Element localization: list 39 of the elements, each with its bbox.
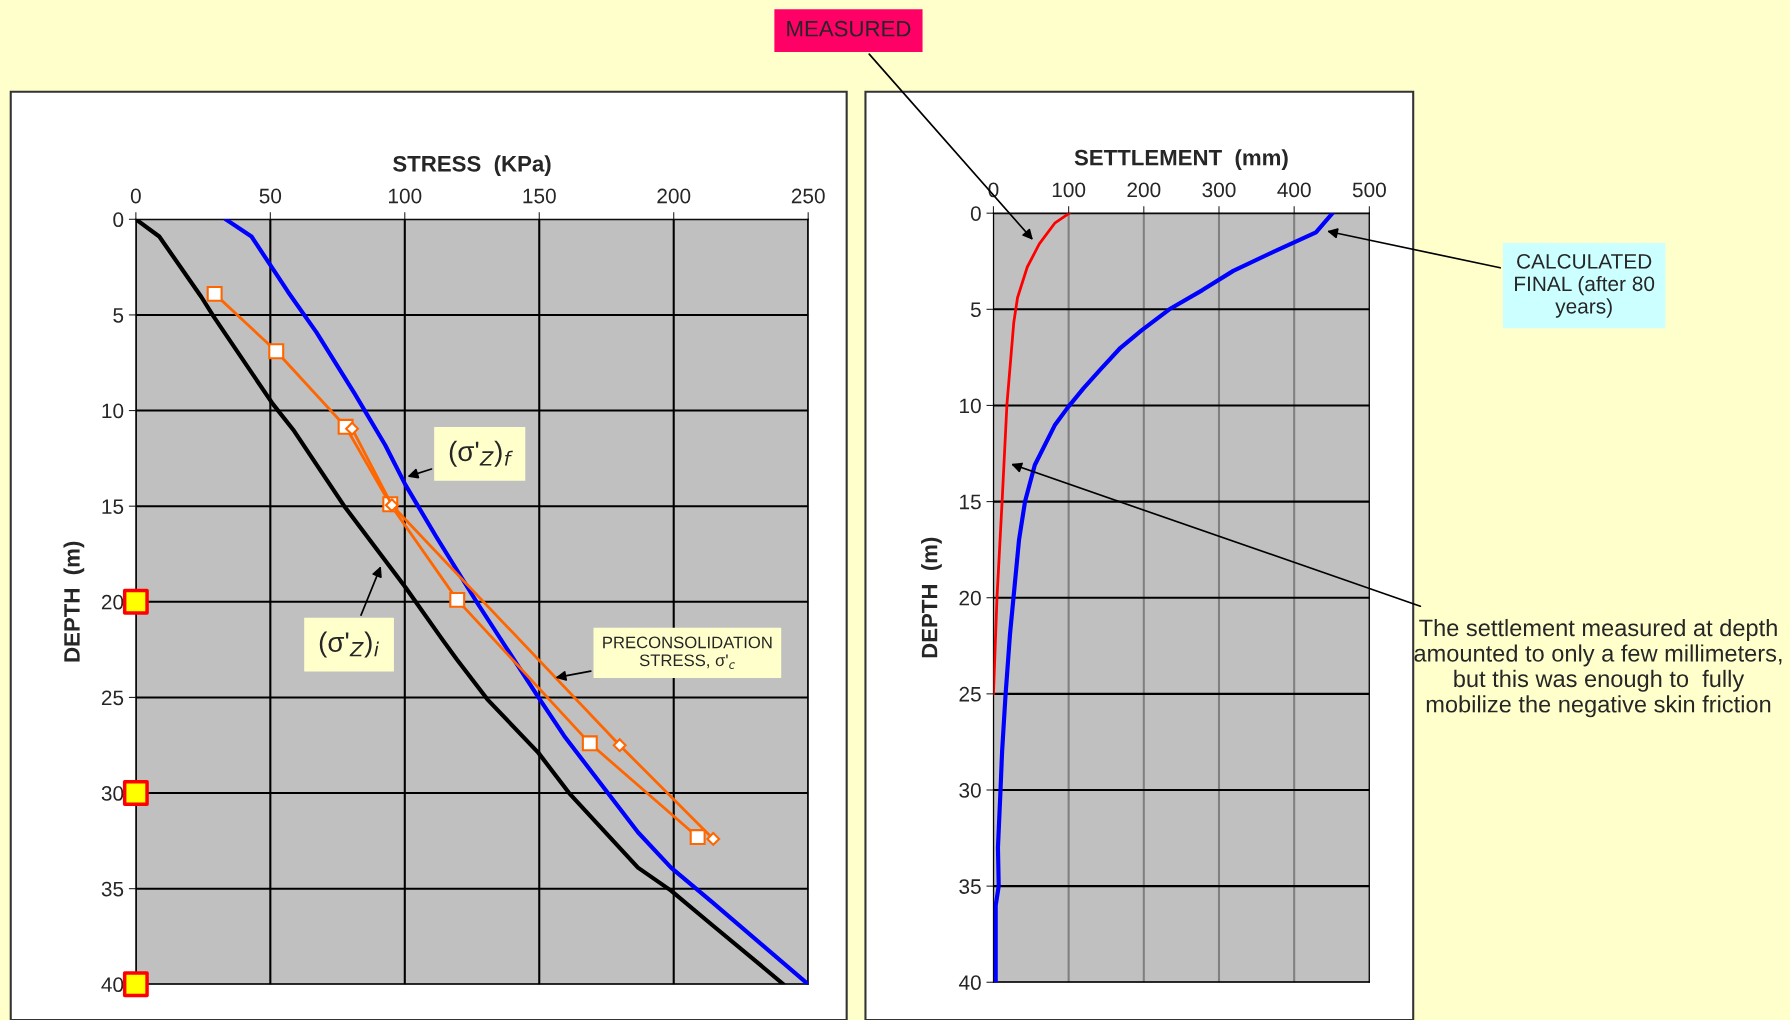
x-tick-label: 500 [1352, 182, 1386, 198]
y-tick-label: 15 [960, 494, 981, 510]
y-tick-label: 5 [970, 302, 981, 318]
y-tick-label: 10 [102, 403, 124, 419]
annotation: (σ'$_{Z}$)$_{f}$ [449, 440, 513, 467]
y-axis-title: DEPTH (m) [63, 541, 85, 662]
y-tick-label: 20 [959, 590, 981, 606]
y-tick-label: 35 [959, 879, 981, 894]
y-tick-label: 10 [960, 398, 981, 414]
annotation: (σ'$_{Z}$)$_{i}$ [319, 631, 379, 658]
x-tick-label: 100 [389, 188, 422, 204]
y-tick-label: 0 [970, 206, 981, 221]
x-tick-label: 0 [130, 188, 141, 204]
y-tick-label: 35 [101, 881, 124, 897]
y-tick-label: 40 [958, 975, 981, 991]
y-tick-label: 25 [101, 690, 124, 706]
y-tick-label: 25 [959, 686, 981, 702]
x-tick-label: 200 [657, 188, 691, 204]
x-axis-title: STRESS (KPa) [393, 155, 551, 177]
y-tick-label: 40 [101, 977, 124, 993]
y-tick-label: 0 [113, 212, 124, 228]
x-tick-label: 400 [1277, 182, 1311, 198]
y-tick-label: 20 [101, 594, 124, 610]
x-axis-title: SETTLEMENT (mm) [1074, 149, 1288, 170]
y-tick-label: 30 [959, 782, 981, 798]
y-tick-label: 15 [102, 499, 124, 514]
x-tick-label: 300 [1202, 182, 1236, 198]
annotation: CALCULATED FINAL (after 80 years) [1515, 254, 1655, 318]
y-tick-label: 30 [101, 786, 124, 801]
x-tick-label: 250 [791, 188, 825, 204]
x-tick-label: 200 [1127, 182, 1161, 198]
annotation: PRECONSOLIDATION STRESS, σ'$_{c}$ [603, 636, 772, 669]
y-tick-label: 5 [113, 308, 124, 323]
x-tick-label: 50 [259, 188, 282, 204]
x-tick-label: 100 [1052, 182, 1086, 198]
annotation: MEASURED [787, 20, 911, 37]
annotation: The settlement measured at depth amounted to only a few millimeters, but this was enough to fully mobilize the negative skin friction [1414, 618, 1782, 718]
y-axis-title: DEPTH (m) [921, 537, 942, 658]
x-tick-label: 150 [523, 188, 556, 204]
